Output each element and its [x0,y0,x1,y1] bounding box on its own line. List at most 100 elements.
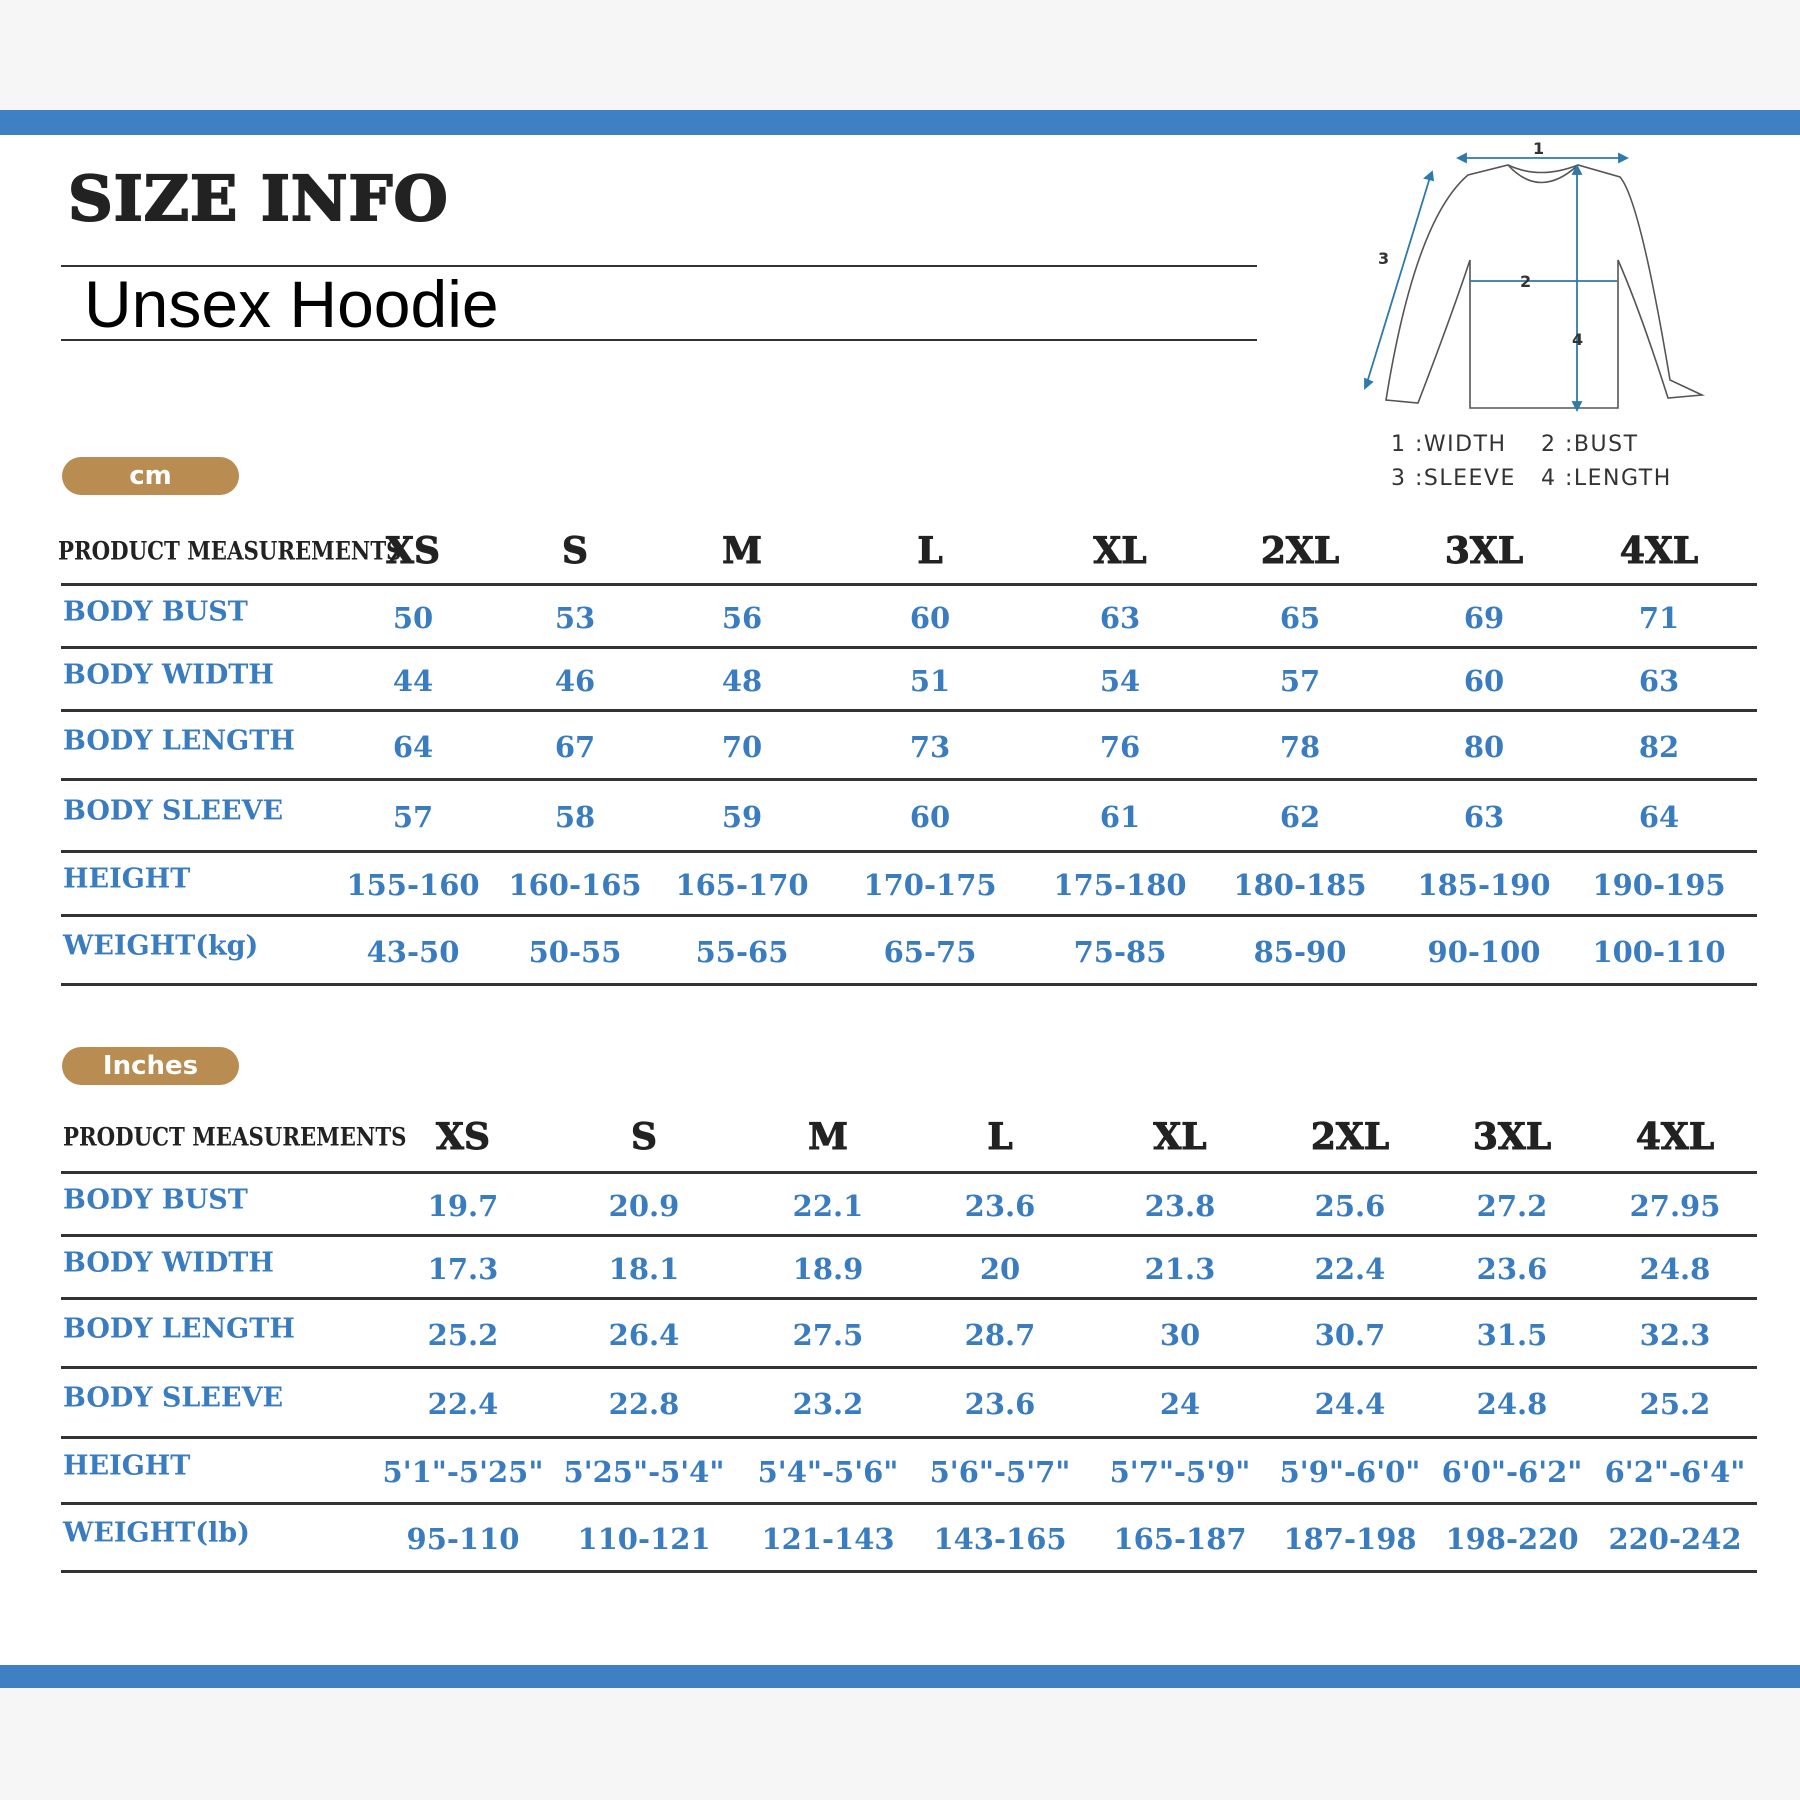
table-cell: 23.6 [964,1188,1036,1223]
table-cell: 65 [1279,600,1321,635]
row-divider [61,983,1757,986]
marker-width: 1 [1533,139,1544,158]
legend-length: 4 :LENGTH [1541,466,1672,491]
table-cell: 25.2 [1639,1387,1711,1421]
table-cell: 95-110 [406,1522,520,1556]
table-cell: 23.6 [964,1387,1036,1421]
table-cell: 57 [1279,663,1321,698]
table-cell: 46 [554,663,596,698]
table-cell: 21.3 [1144,1251,1216,1286]
table-cell: 23.2 [792,1387,864,1421]
bottom-accent-bar [0,1665,1800,1690]
row-divider [61,1234,1757,1237]
table-cell: 30.7 [1314,1317,1386,1352]
table-cell: 32.3 [1639,1317,1711,1352]
table-cell: 5'7"-5'9" [1109,1455,1251,1489]
table-cell: 50 [392,600,434,635]
divider [61,265,1257,267]
table-cell: 63 [1099,600,1141,635]
table-cell: 67 [554,729,596,764]
table-cell: 71 [1638,600,1680,635]
table-cell: 63 [1463,800,1505,834]
row-label: BODY LENGTH [63,725,295,756]
row-label: BODY BUST [63,596,248,627]
table-cell: 43-50 [366,934,460,969]
table-cell: 28.7 [964,1317,1036,1352]
size-header: XS [386,530,441,573]
table-cell: 5'1"-5'25" [382,1455,544,1489]
table-cell: 56 [721,600,763,635]
table-cell: 63 [1638,663,1680,698]
shirt-outline [1385,164,1706,409]
row-label: WEIGHT(kg) [63,930,259,961]
table-cell: 20 [979,1251,1021,1286]
table-cell: 22.4 [1314,1251,1386,1286]
row-divider [61,646,1757,649]
unit-badge: cm [62,457,239,495]
table-cell: 60 [1463,663,1505,698]
table-cell: 24.8 [1476,1387,1548,1421]
table-cell: 65-75 [883,934,977,969]
table-cell: 75-85 [1073,934,1167,969]
table-cell: 18.1 [608,1251,680,1286]
header-label: PRODUCT MEASUREMENTS [63,1122,407,1152]
table-cell: 198-220 [1445,1522,1579,1556]
table-cell: 24.4 [1314,1387,1386,1421]
row-divider [61,1366,1757,1369]
legend-width: 1 :WIDTH [1391,432,1507,457]
table-cell: 160-165 [508,868,642,902]
row-divider [61,850,1757,853]
table-cell: 6'2"-6'4" [1604,1455,1746,1489]
table-cell: 143-165 [933,1522,1067,1556]
table-cell: 20.9 [608,1188,680,1223]
table-cell: 70 [721,729,763,764]
table-cell: 180-185 [1233,868,1367,902]
table-cell: 50-55 [528,934,622,969]
table-cell: 62 [1279,800,1321,834]
row-divider [61,1502,1757,1505]
top-margin [0,0,1800,110]
table-cell: 24.8 [1639,1251,1711,1286]
size-header: S [562,530,589,573]
size-header: 4XL [1619,530,1699,573]
table-cell: 5'6"-5'7" [929,1455,1071,1489]
table-cell: 155-160 [346,868,480,902]
row-label: BODY WIDTH [63,1247,274,1278]
table-cell: 31.5 [1476,1317,1548,1352]
row-divider [61,778,1757,781]
size-header: L [987,1116,1013,1159]
size-header: XL [1153,1116,1207,1159]
table-cell: 73 [909,729,951,764]
table-cell: 185-190 [1417,868,1551,902]
row-divider [61,1570,1757,1573]
row-label: HEIGHT [63,1450,191,1482]
top-accent-bar [0,110,1800,135]
table-cell: 23.6 [1476,1251,1548,1286]
table-cell: 60 [909,800,951,834]
table-cell: 27.2 [1476,1188,1548,1223]
table-cell: 80 [1463,729,1505,764]
table-cell: 90-100 [1427,934,1541,969]
table-cell: 58 [554,800,596,834]
bottom-margin [0,1688,1800,1800]
table-cell: 26.4 [608,1317,680,1352]
table-cell: 5'4"-5'6" [757,1455,899,1489]
marker-bust: 2 [1520,272,1531,291]
table-cell: 22.1 [792,1188,864,1223]
size-header: M [808,1116,849,1159]
size-header: L [917,530,943,573]
table-cell: 23.8 [1144,1188,1216,1223]
table-cell: 61 [1099,800,1141,834]
table-cell: 165-170 [675,868,809,902]
size-header: XS [436,1116,491,1159]
legend-bust: 2 :BUST [1541,432,1639,457]
table-cell: 19.7 [427,1188,499,1223]
table-cell: 76 [1099,729,1141,764]
table-cell: 64 [392,729,434,764]
row-divider [61,583,1757,586]
header-label: PRODUCT MEASUREMENTS [58,536,402,566]
row-label: BODY LENGTH [63,1313,295,1344]
marker-sleeve: 3 [1378,249,1389,268]
table-cell: 53 [554,600,596,635]
row-divider [61,1436,1757,1439]
